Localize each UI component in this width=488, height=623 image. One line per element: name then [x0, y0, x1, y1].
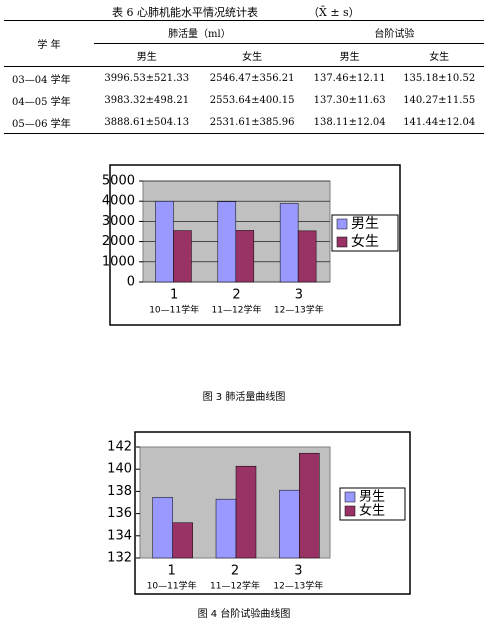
table-cell: 137.30±11.63 — [313, 94, 386, 106]
bar — [279, 489, 300, 559]
header-cell: 男生 — [94, 43, 200, 67]
bar — [172, 522, 193, 559]
table-cell: 137.46±12.11 — [313, 72, 386, 84]
bar — [297, 230, 317, 283]
x-sublabel: 12—13学年 — [273, 580, 323, 592]
header-cell: 肺活量（ml） — [94, 20, 305, 44]
x-tick-label: 3 — [295, 288, 303, 303]
y-tick-label: 4000 — [102, 194, 135, 209]
y-tick-label: 5000 — [102, 174, 135, 189]
bar — [235, 465, 257, 559]
y-tick-label: 138 — [107, 484, 132, 499]
bar — [152, 497, 173, 559]
table-cell: 141.44±12.04 — [394, 111, 484, 134]
table-title: 表 6 心肺机能水平情况统计表 — [112, 6, 258, 19]
x-sublabel: 11—12学年 — [210, 580, 260, 592]
bar — [235, 230, 255, 283]
figure-caption: 图 4 台阶试验曲线图 — [198, 607, 291, 620]
x-sublabel: 11—12学年 — [212, 304, 262, 316]
table-row: 04—05 学年 3983.32±498.21 2553.64±400.15 137.… — [4, 89, 484, 111]
figure-caption: 图 3 肺活量曲线图 — [203, 390, 286, 403]
table-cell: 135.18±10.52 — [403, 72, 476, 84]
header-cell: 台阶试验 — [304, 20, 484, 44]
x-tick-label: 1 — [170, 288, 178, 303]
table-cell: 04—05 学年 — [12, 96, 71, 108]
table-cell: 2553.64±400.15 — [209, 94, 295, 106]
table-cell: 138.11±12.04 — [304, 111, 395, 134]
table-cell: 3888.61±504.13 — [94, 111, 200, 134]
bar — [279, 203, 299, 283]
legend-label: 男生 — [359, 490, 385, 505]
y-tick-label: 0 — [127, 275, 135, 290]
x-sublabel: 10—11学年 — [147, 580, 197, 592]
x-tick-label: 2 — [232, 288, 240, 303]
legend-label: 女生 — [359, 503, 385, 519]
header-cell: 女生 — [199, 43, 305, 67]
legend-swatch — [344, 491, 356, 503]
table-note: （X̄ ± s） — [308, 6, 360, 19]
table-cell: 140.27±11.55 — [403, 94, 476, 106]
header-cell: 男生 — [304, 43, 395, 67]
legend-label: 女生 — [351, 233, 379, 250]
legend-label: 男生 — [351, 216, 379, 232]
header-cell: 学 年 — [4, 20, 94, 67]
header-cell: 女生 — [394, 43, 484, 67]
legend-swatch — [336, 218, 348, 230]
table-cell: 05—06 学年 — [4, 111, 94, 134]
x-tick-label: 2 — [231, 564, 239, 579]
legend-swatch — [336, 236, 348, 248]
table-cell: 2546.47±356.21 — [209, 72, 295, 84]
y-tick-label: 132 — [107, 551, 132, 566]
table-cell: 03—04 学年 — [12, 74, 71, 86]
y-tick-label: 142 — [107, 440, 132, 455]
table-cell: 2531.61±385.96 — [199, 111, 305, 134]
table-cell: 3983.32±498.21 — [104, 94, 190, 106]
y-tick-label: 134 — [107, 528, 132, 543]
bar — [299, 452, 320, 559]
table-cell: 3996.53±521.33 — [104, 72, 190, 84]
y-tick-label: 2000 — [102, 234, 135, 249]
x-tick-label: 3 — [294, 564, 302, 579]
legend-swatch — [344, 505, 356, 517]
bar — [173, 230, 192, 283]
table-row: 03—04 学年 3996.53±521.33 2546.47±356.21 137.… — [4, 67, 484, 90]
bar — [215, 498, 237, 559]
table-row: 05—06 学年 3888.61±504.13 2531.61±385.96 138.… — [4, 111, 484, 134]
bar — [155, 201, 174, 283]
x-tick-label: 1 — [168, 564, 176, 579]
bar — [217, 201, 237, 283]
stats-table: 学 年 肺活量（ml） 台阶试验 男生 女生 男生 女生 03—04 学年 399… — [4, 20, 484, 134]
x-sublabel: 10—11学年 — [149, 304, 199, 316]
y-tick-label: 136 — [107, 506, 132, 521]
y-tick-label: 140 — [107, 462, 132, 477]
x-sublabel: 12—13学年 — [274, 304, 324, 316]
y-tick-label: 1000 — [102, 254, 135, 269]
y-tick-label: 3000 — [102, 214, 135, 229]
